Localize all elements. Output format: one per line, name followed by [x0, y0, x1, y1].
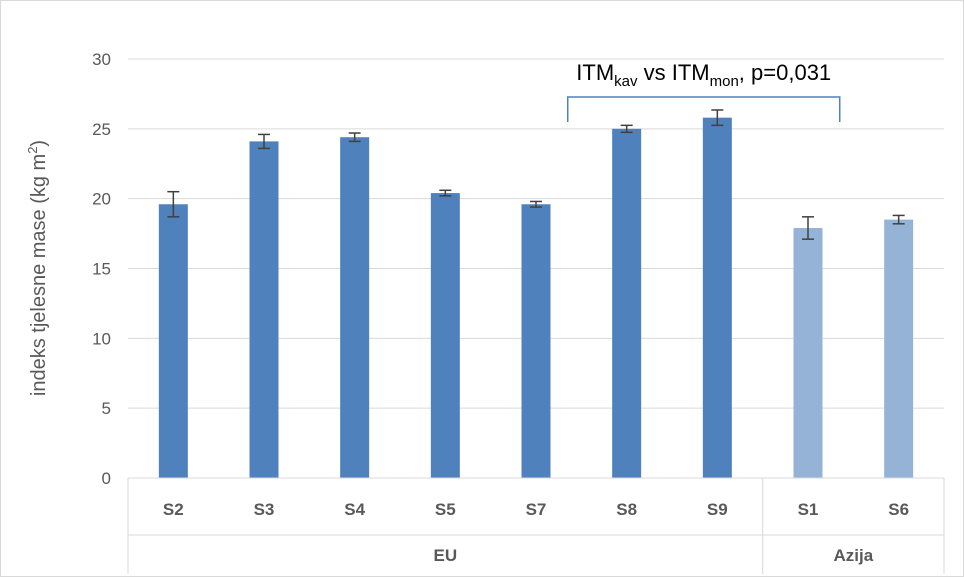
bar-s4 — [340, 137, 370, 479]
group-label: Azija — [833, 546, 873, 565]
bar-s1 — [793, 227, 823, 478]
bar-s2 — [158, 204, 188, 478]
error-bars — [167, 109, 905, 240]
bar-s7 — [521, 204, 551, 478]
y-tick-label: 20 — [92, 190, 111, 209]
y-tick-label: 5 — [102, 399, 111, 418]
x-tick-label: S3 — [254, 500, 275, 519]
bar-s6 — [884, 219, 914, 478]
y-axis-label-text: indeks tjelesne mase (kg m — [28, 154, 50, 396]
y-tick-label: 0 — [102, 469, 111, 488]
y-tick-label: 25 — [92, 120, 111, 139]
y-axis-label: indeks tjelesne mase (kg m2) — [25, 140, 50, 396]
group-label: EU — [434, 546, 458, 565]
y-tick-label: 10 — [92, 329, 111, 348]
y-tick-label: 15 — [92, 260, 111, 279]
y-axis-label-close: ) — [28, 140, 50, 147]
x-tick-label: S1 — [798, 500, 819, 519]
x-tick-label: S4 — [344, 500, 365, 519]
significance-label-part: ITM — [576, 60, 614, 85]
y-axis-label-superscript: 2 — [25, 147, 40, 154]
bar-s5 — [430, 193, 460, 478]
significance-label-part: , p=0,031 — [739, 60, 831, 85]
bar-s3 — [249, 141, 279, 479]
x-tick-label: S2 — [163, 500, 184, 519]
axes: 0 5 10 15 20 25 30 S2 S3 S4 S5 S7 S8 S9 S1 S6 EU Azija — [92, 50, 945, 574]
significance-label-subscript: mon — [710, 73, 739, 90]
significance-bracket — [566, 96, 841, 122]
bar-s8 — [612, 128, 642, 479]
x-tick-label: S6 — [888, 500, 909, 519]
x-tick-label: S9 — [707, 500, 728, 519]
bars — [158, 117, 914, 479]
x-tick-label: S8 — [616, 500, 637, 519]
x-tick-label: S5 — [435, 500, 456, 519]
x-tick-label: S7 — [526, 500, 547, 519]
y-tick-label: 30 — [92, 50, 111, 69]
significance-label-part: vs ITM — [638, 60, 710, 85]
bar-s9 — [702, 117, 732, 478]
annotation: ITMkav vs ITMmon, p=0,031 — [566, 60, 841, 122]
significance-label-subscript: kav — [614, 73, 638, 90]
significance-label: ITMkav vs ITMmon, p=0,031 — [576, 60, 831, 90]
